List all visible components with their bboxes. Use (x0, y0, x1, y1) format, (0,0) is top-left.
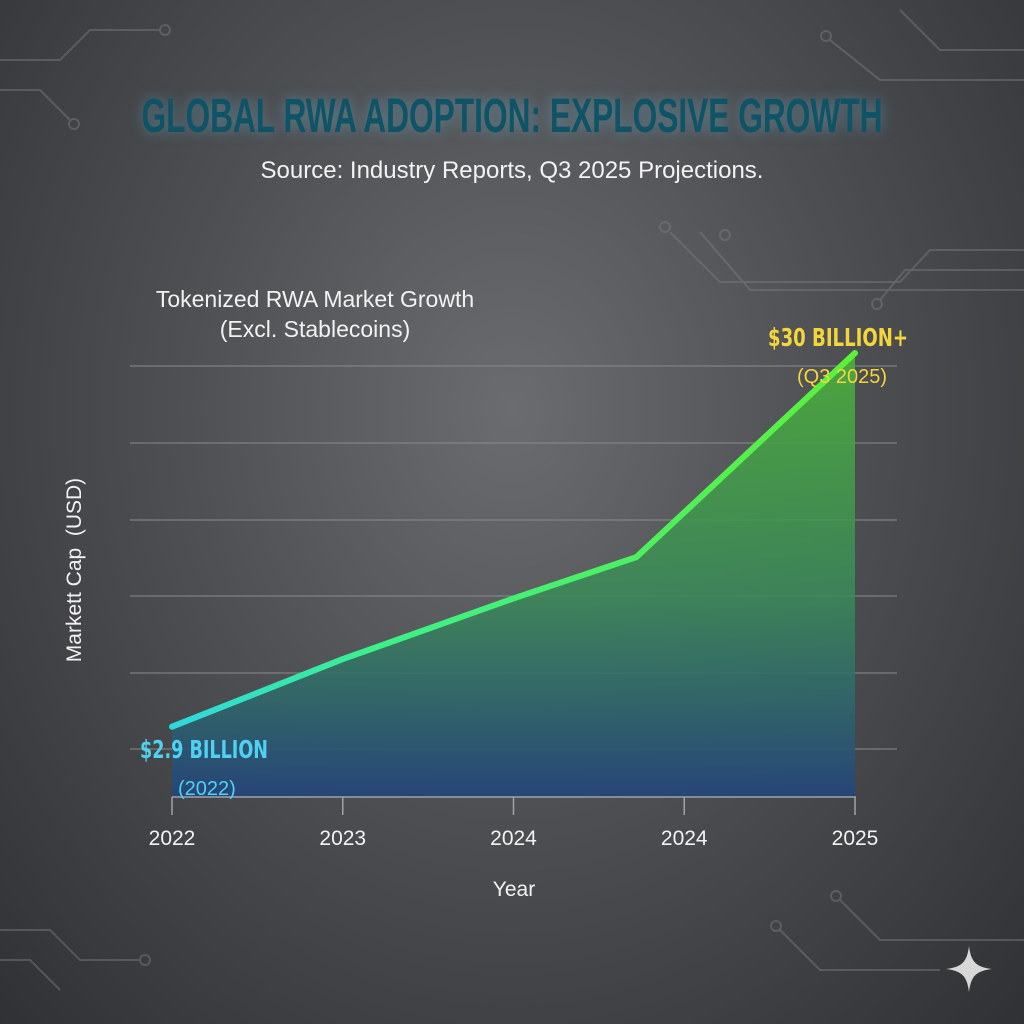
sparkle-icon (946, 946, 992, 992)
series-line (169, 350, 858, 730)
chart-title-line2: (Excl. Stablecoins) (219, 316, 411, 342)
end-annotation-value: $30 BILLION+ (768, 323, 908, 352)
chart-title: Tokenized RWA Market Growth (Excl. Stabl… (110, 284, 520, 344)
x-tick-label: 2022 (149, 827, 196, 850)
x-axis-label: Year (493, 878, 535, 901)
page-title: GLOBAL RWA ADOPTION: EXPLOSIVE GROWTH (141, 90, 883, 143)
area-fill (172, 353, 855, 797)
x-tick-label: 2023 (319, 827, 366, 850)
subtitle: Source: Industry Reports, Q3 2025 Projec… (260, 157, 764, 184)
x-tick-label: 2024 (661, 827, 708, 850)
end-annotation-period: (Q3 2025) (797, 366, 887, 388)
start-annotation-year: (2022) (178, 778, 236, 800)
x-tick-label: 2024 (490, 827, 537, 850)
chart-title-line1: Tokenized RWA Market Growth (155, 286, 475, 312)
x-tick-label: 2025 (832, 827, 879, 850)
start-annotation-value: $2.9 BILLION (140, 735, 268, 764)
